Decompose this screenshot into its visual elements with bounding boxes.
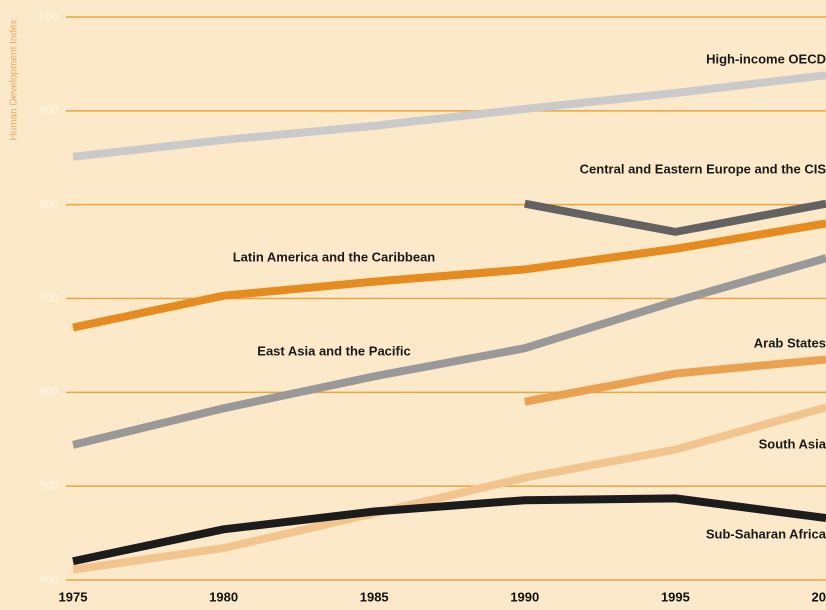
series-label: Latin America and the Caribbean: [233, 249, 436, 264]
y-tick-label: .700: [37, 292, 58, 304]
series-label: South Asia: [759, 436, 826, 451]
series-label: Arab States: [754, 335, 826, 350]
series-label: Sub-Saharan Africa: [706, 526, 826, 541]
y-tick-label: .400: [37, 574, 58, 586]
series-line: [524, 199, 826, 236]
y-tick-label: .900: [37, 105, 58, 117]
series-label: High-income OECD: [706, 51, 826, 66]
x-tick-label: 1995: [661, 589, 690, 604]
series-line: [72, 219, 826, 332]
series-line: [72, 494, 826, 566]
x-tick-label: 1990: [510, 589, 539, 604]
series-line: [524, 355, 826, 406]
series-line: [72, 403, 826, 574]
y-tick-label: 1.00: [37, 11, 58, 23]
x-tick-label: 1975: [59, 589, 88, 604]
y-tick-label: .500: [37, 480, 58, 492]
y-axis-label: Human Development Index: [9, 19, 20, 140]
x-tick-label: 1985: [360, 589, 389, 604]
series-label: East Asia and the Pacific: [257, 343, 410, 358]
series-line: [72, 71, 826, 161]
series-line: [72, 254, 826, 449]
x-tick-label: 2002: [812, 589, 826, 604]
y-tick-label: .600: [37, 386, 58, 398]
x-tick-label: 1980: [209, 589, 238, 604]
y-tick-label: .800: [37, 199, 58, 211]
series-label: Central and Eastern Europe and the CIS: [580, 161, 826, 176]
